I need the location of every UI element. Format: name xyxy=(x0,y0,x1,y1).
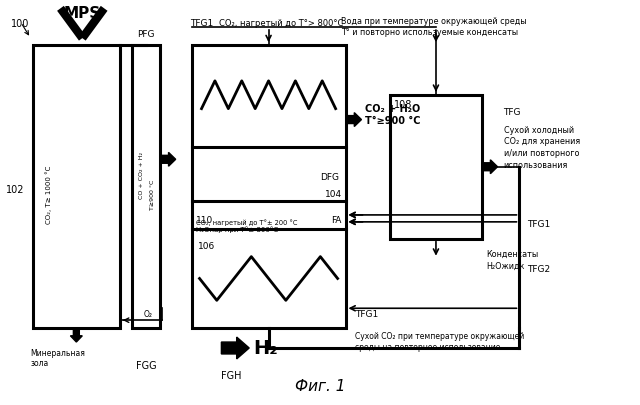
Text: TFG: TFG xyxy=(504,107,521,116)
Text: 100: 100 xyxy=(11,19,29,29)
Polygon shape xyxy=(70,328,83,342)
Text: использования: использования xyxy=(504,161,568,170)
Text: Минеральная
зола: Минеральная зола xyxy=(31,348,86,367)
Text: 110: 110 xyxy=(196,215,213,224)
Text: CO₂ + H₂O: CO₂ + H₂O xyxy=(365,103,420,113)
Polygon shape xyxy=(293,152,309,198)
Text: 104: 104 xyxy=(324,189,342,198)
Text: MPS: MPS xyxy=(64,6,101,21)
Text: T≥900 °C: T≥900 °C xyxy=(150,179,156,210)
Text: TFG1: TFG1 xyxy=(527,220,550,229)
Text: CO₂, нагретый до T°± 200 °C: CO₂, нагретый до T°± 200 °C xyxy=(196,219,297,226)
Polygon shape xyxy=(213,152,229,198)
Bar xyxy=(33,46,120,328)
Polygon shape xyxy=(221,337,249,359)
Text: FGH: FGH xyxy=(221,370,241,380)
Text: TFG2: TFG2 xyxy=(527,264,550,273)
Text: H₂: H₂ xyxy=(253,339,278,358)
Text: CO₂ для хранения: CO₂ для хранения xyxy=(504,137,580,146)
Polygon shape xyxy=(160,153,176,167)
Text: FGG: FGG xyxy=(136,360,156,370)
Text: 106: 106 xyxy=(198,241,215,250)
Text: H₂Oжидк: H₂Oжидк xyxy=(486,261,525,270)
Bar xyxy=(390,96,482,239)
Text: CO₂, T≥ 1000 °C: CO₂, T≥ 1000 °C xyxy=(45,166,52,224)
Text: Вода при температуре окружающей среды: Вода при температуре окружающей среды xyxy=(340,17,526,26)
Bar xyxy=(191,46,346,328)
Text: PFG: PFG xyxy=(137,30,155,39)
Text: T° и повторно используемые конденсаты: T° и повторно используемые конденсаты xyxy=(340,28,518,36)
Polygon shape xyxy=(346,113,362,127)
Text: Сухой холодный: Сухой холодный xyxy=(504,125,573,134)
Text: FA: FA xyxy=(332,215,342,224)
Text: 108: 108 xyxy=(394,100,413,109)
Polygon shape xyxy=(482,160,497,174)
Polygon shape xyxy=(253,152,269,198)
Text: CO + CO₂ + H₂: CO + CO₂ + H₂ xyxy=(140,151,145,198)
Text: T°≥900 °C: T°≥900 °C xyxy=(365,115,421,125)
Text: H₂Oпар при T°± 800°C: H₂Oпар при T°± 800°C xyxy=(196,225,278,232)
Text: TFG1: TFG1 xyxy=(355,309,379,318)
Text: Конденсаты: Конденсаты xyxy=(486,249,539,258)
Text: Сухой CO₂ при температуре окружающей: Сухой CO₂ при температуре окружающей xyxy=(355,331,525,340)
Text: DFG: DFG xyxy=(321,173,340,182)
Text: TFG1: TFG1 xyxy=(189,19,213,28)
Text: CO₂, нагретый до T°> 800°C: CO₂, нагретый до T°> 800°C xyxy=(220,19,344,28)
Text: O₂: O₂ xyxy=(143,309,152,318)
Text: Фиг. 1: Фиг. 1 xyxy=(296,378,346,393)
Bar xyxy=(132,46,160,328)
Text: и/или повторного: и/или повторного xyxy=(504,149,579,158)
Text: 102: 102 xyxy=(6,185,25,195)
Text: среды на повторное использование: среды на повторное использование xyxy=(355,342,501,351)
